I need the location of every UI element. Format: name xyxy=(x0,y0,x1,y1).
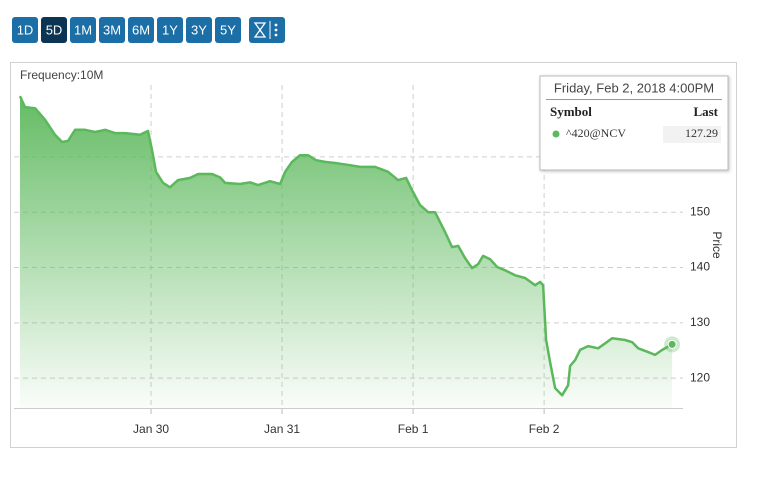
button-label: 1Y xyxy=(162,22,178,37)
x-tick-label: Feb 2 xyxy=(529,422,560,436)
tooltip-title: Friday, Feb 2, 2018 4:00PM xyxy=(554,80,714,95)
range-button[interactable]: 5D xyxy=(41,17,67,43)
range-button[interactable]: 1M xyxy=(70,17,96,43)
button-label: 1D xyxy=(17,22,34,37)
range-button[interactable]: 6M xyxy=(128,17,154,43)
button-bg xyxy=(249,17,285,43)
custom-range-button[interactable] xyxy=(249,17,285,43)
menu-dot xyxy=(274,23,278,27)
tooltip-header: Last xyxy=(693,104,718,119)
legend-name: ^420@NCV xyxy=(566,126,626,140)
y-tick-label: 140 xyxy=(690,260,710,274)
button-bg xyxy=(12,17,38,43)
tooltip-header: Symbol xyxy=(550,104,592,119)
button-bg xyxy=(186,17,212,43)
area-fill xyxy=(20,96,673,408)
button-bg xyxy=(128,17,154,43)
menu-dot xyxy=(274,28,278,32)
button-label: 3Y xyxy=(191,22,207,37)
plot xyxy=(18,95,681,408)
y-tick-label: 130 xyxy=(690,315,710,329)
y-tick-label: 120 xyxy=(690,370,710,384)
button-bg xyxy=(99,17,125,43)
button-bg xyxy=(41,17,67,43)
tooltip-row-bg xyxy=(663,126,721,143)
price-line xyxy=(18,95,673,397)
range-button[interactable]: 3M xyxy=(99,17,125,43)
range-button[interactable]: 3Y xyxy=(186,17,212,43)
button-bg xyxy=(157,17,183,43)
x-tick-label: Jan 31 xyxy=(264,422,300,436)
x-tick-label: Jan 30 xyxy=(133,422,169,436)
tooltip: Friday, Feb 2, 2018 4:00PM Symbol Last ^420… xyxy=(539,75,729,171)
frequency-label: Frequency:10M xyxy=(20,68,103,82)
range-button[interactable]: 5Y xyxy=(215,17,241,43)
tooltip-box xyxy=(539,75,729,171)
tooltip-value: 127.29 xyxy=(685,126,718,140)
legend-dot xyxy=(552,130,560,138)
button-bg xyxy=(215,17,241,43)
menu-dot xyxy=(274,33,278,37)
button-label: 1M xyxy=(74,22,92,37)
toolbar: 1D 5D 1M 3M 6M 1Y 3Y 5Y xyxy=(12,17,285,43)
y-axis-label: Price xyxy=(710,231,724,259)
hourglass-icon xyxy=(253,22,267,38)
x-tick-label: Feb 1 xyxy=(398,422,429,436)
button-label: 3M xyxy=(103,22,121,37)
last-point xyxy=(667,339,677,349)
button-bg xyxy=(70,17,96,43)
button-label: 5Y xyxy=(220,22,236,37)
range-button[interactable]: 1Y xyxy=(157,17,183,43)
y-tick-label: 150 xyxy=(690,204,710,218)
button-label: 5D xyxy=(46,22,63,37)
range-button[interactable]: 1D xyxy=(12,17,38,43)
button-label: 6M xyxy=(132,22,150,37)
